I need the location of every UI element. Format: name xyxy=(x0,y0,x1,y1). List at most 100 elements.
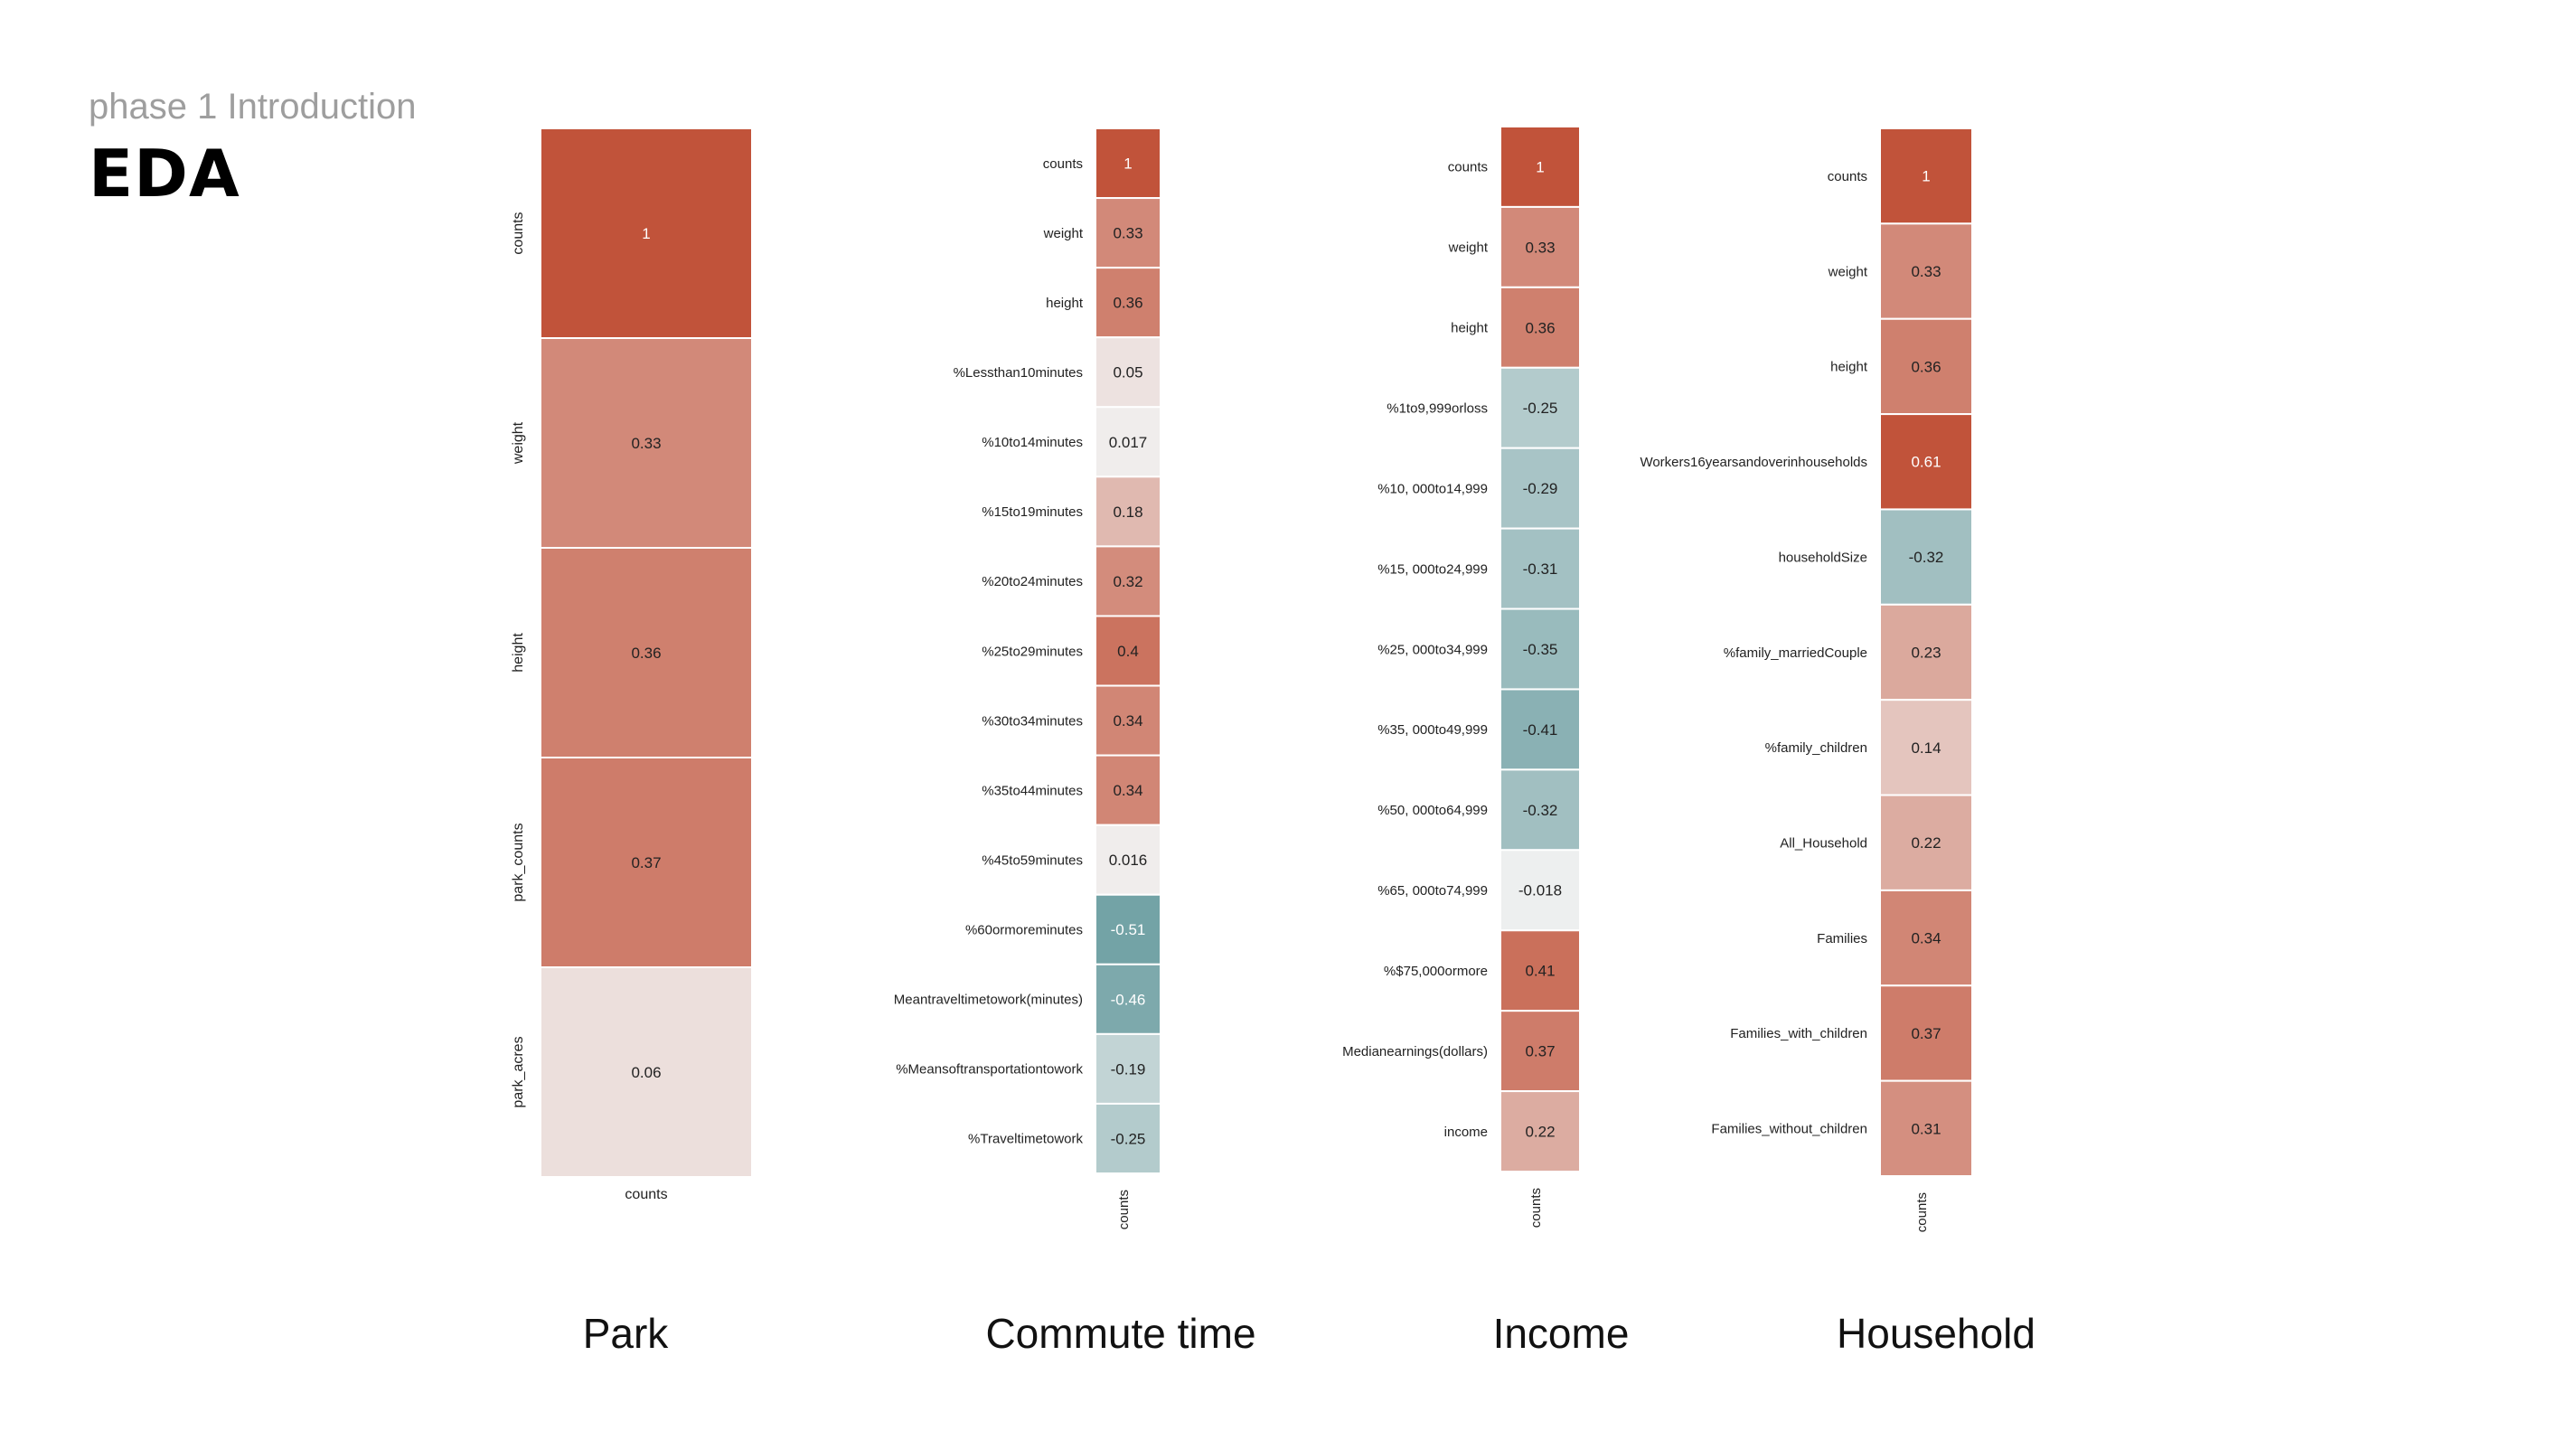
heatmap-cell xyxy=(540,337,753,549)
row-label: weight xyxy=(1448,240,1489,256)
row-label: %Lessthan10minutes xyxy=(954,365,1083,381)
row-label: height xyxy=(511,633,526,673)
heatmap-cell xyxy=(1500,205,1581,288)
row-label: weight xyxy=(511,421,526,465)
cell-value-label: 0.36 xyxy=(1113,295,1142,312)
cell-value-label: 0.32 xyxy=(1113,573,1142,590)
cell-value-label: -0.018 xyxy=(1518,882,1562,899)
phase-label: phase 1 Introduction xyxy=(89,87,417,127)
cell-value-label: 0.36 xyxy=(1911,358,1941,375)
row-label: weight xyxy=(1828,264,1868,279)
caption-commute: Commute time xyxy=(985,1310,1256,1357)
cell-value-label: 1 xyxy=(1922,168,1930,185)
caption-household: Household xyxy=(1837,1310,2035,1357)
column-label: counts xyxy=(625,1187,667,1202)
row-label: %$75,000ormore xyxy=(1384,964,1488,979)
heatmap-cell xyxy=(1500,688,1581,771)
heatmap-cell xyxy=(1095,615,1161,687)
row-label: Families xyxy=(1817,931,1867,946)
row-label: %10, 000to14,999 xyxy=(1377,481,1488,496)
row-label: height xyxy=(1830,360,1868,375)
cell-value-label: 0.22 xyxy=(1525,1123,1555,1140)
row-label: %15, 000to24,999 xyxy=(1377,561,1488,577)
row-label: income xyxy=(1444,1125,1488,1140)
cell-value-label: 0.4 xyxy=(1117,643,1139,660)
row-label: height xyxy=(1046,296,1084,311)
row-label: %family_marriedCouple xyxy=(1724,645,1867,661)
row-label: All_Household xyxy=(1780,835,1867,851)
heatmap-cell xyxy=(1500,447,1581,530)
heatmap-cell xyxy=(1879,699,1973,796)
row-label: %1to9,999orloss xyxy=(1387,400,1488,416)
heatmap-cell xyxy=(1095,197,1161,269)
cell-value-label: -0.32 xyxy=(1909,549,1944,566)
heatmap-cell xyxy=(1879,1079,1973,1177)
heatmap-cell xyxy=(1879,317,1973,416)
row-label: %60ormoreminutes xyxy=(965,923,1083,938)
heatmap-cell xyxy=(1500,607,1581,691)
cell-value-label: 0.33 xyxy=(1911,263,1941,280)
cell-value-label: 0.33 xyxy=(1113,225,1142,242)
heatmap-1: 1 counts 0.33 weight 0.36 height 0.05 %Lessthan… xyxy=(894,127,1161,1229)
row-label: counts xyxy=(1043,156,1083,172)
cell-value-label: 0.18 xyxy=(1113,504,1142,521)
heatmap-cell xyxy=(1879,127,1973,225)
heatmap-cell xyxy=(1879,413,1973,511)
cell-value-label: 0.33 xyxy=(631,435,661,452)
row-label: park_acres xyxy=(511,1036,526,1107)
cell-value-label: 1 xyxy=(1536,158,1544,175)
heatmap-cell xyxy=(1500,849,1581,932)
caption-park: Park xyxy=(582,1310,669,1357)
cell-value-label: -0.51 xyxy=(1111,921,1146,938)
cell-value-label: -0.25 xyxy=(1111,1130,1146,1147)
row-label: %35, 000to49,999 xyxy=(1377,722,1488,738)
heatmap-cell xyxy=(1095,684,1161,757)
heatmap-cell xyxy=(1500,527,1581,610)
heatmap-cell xyxy=(1879,603,1973,701)
row-label: %Traveltimetowork xyxy=(968,1132,1083,1147)
row-label: Families_with_children xyxy=(1730,1026,1867,1041)
cell-value-label: -0.46 xyxy=(1111,991,1146,1008)
heatmap-cell xyxy=(1095,406,1161,478)
heatmap-cell xyxy=(1095,127,1161,200)
cell-value-label: 0.14 xyxy=(1911,739,1941,757)
heatmap-cell xyxy=(1879,222,1973,320)
heatmap-cell xyxy=(1095,824,1161,896)
cell-value-label: 0.61 xyxy=(1911,454,1941,471)
heatmap-cell xyxy=(1095,267,1161,339)
heatmap-cell xyxy=(1095,545,1161,617)
cell-value-label: 0.06 xyxy=(631,1064,661,1081)
row-label: %family_children xyxy=(1765,740,1867,756)
row-label: counts xyxy=(511,212,526,254)
cell-value-label: 0.41 xyxy=(1525,963,1555,980)
heatmap-cell xyxy=(1095,1032,1161,1105)
cell-value-label: 0.33 xyxy=(1525,239,1555,256)
heatmap-cell xyxy=(1500,1010,1581,1093)
cell-value-label: 0.36 xyxy=(1525,319,1555,336)
heatmap-cell xyxy=(1879,794,1973,891)
heatmap-cell xyxy=(1500,1090,1581,1172)
cell-value-label: -0.32 xyxy=(1523,802,1558,819)
heatmap-cell xyxy=(1095,754,1161,826)
heatmap-cell xyxy=(1879,508,1973,606)
cell-value-label: 0.017 xyxy=(1109,434,1148,451)
heatmap-cell xyxy=(1500,126,1581,208)
heatmap-cell xyxy=(540,547,753,758)
heatmap-2: 1 counts 0.33 weight 0.36 height -0.25 %1to9,99… xyxy=(1342,126,1581,1228)
heatmap-cell xyxy=(1500,366,1581,449)
row-label: %15to19minutes xyxy=(982,504,1083,520)
cell-value-label: 1 xyxy=(642,225,650,242)
row-label: %45to59minutes xyxy=(982,852,1083,868)
row-label: %20to24minutes xyxy=(982,574,1083,589)
cell-value-label: 1 xyxy=(1123,155,1132,172)
cell-value-label: 0.016 xyxy=(1109,852,1148,869)
heatmap-cell xyxy=(1879,889,1973,987)
cell-value-label: -0.41 xyxy=(1523,721,1558,739)
column-label: counts xyxy=(1116,1190,1132,1229)
cell-value-label: 0.05 xyxy=(1113,364,1142,381)
cell-value-label: 0.22 xyxy=(1911,834,1941,852)
row-label: %50, 000to64,999 xyxy=(1377,803,1488,818)
column-label: counts xyxy=(1914,1192,1930,1232)
cell-value-label: 0.37 xyxy=(1911,1025,1941,1042)
